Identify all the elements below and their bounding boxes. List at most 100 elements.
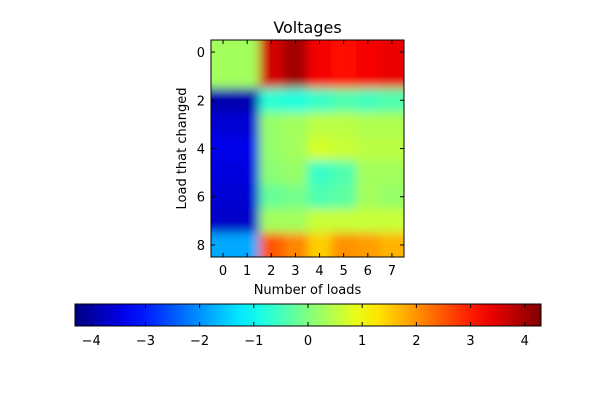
x-tick-label: 1 xyxy=(243,264,251,279)
heatmap-cell xyxy=(379,184,404,210)
heatmap-cell xyxy=(307,208,333,234)
heatmap-cell xyxy=(235,160,260,186)
heatmap-cell xyxy=(307,88,333,113)
heatmap-cell xyxy=(259,136,284,162)
y-tick-label: 0 xyxy=(197,46,205,61)
colorbar-tick-label: −3 xyxy=(136,334,155,349)
chart-title: Voltages xyxy=(273,18,341,37)
heatmap-cell xyxy=(235,136,260,162)
heatmap-cell xyxy=(235,208,260,234)
heatmap-cell xyxy=(283,232,309,257)
y-axis-label: Load that changed xyxy=(175,88,190,210)
colorbar-ticks: −4 −3 −2 −1 0 1 2 3 4 xyxy=(82,304,529,349)
heatmap-cell xyxy=(379,40,404,65)
heatmap-cell xyxy=(379,208,404,234)
heatmap-cell xyxy=(331,40,357,65)
heatmap-cell xyxy=(307,136,333,162)
heatmap-cell xyxy=(355,232,381,257)
heatmap-cell xyxy=(379,112,404,138)
heatmap-cell xyxy=(235,64,260,89)
y-tick-label: 2 xyxy=(197,94,205,109)
y-tick-label: 4 xyxy=(197,143,205,158)
heatmap-cell xyxy=(355,160,381,186)
heatmap-cell xyxy=(307,184,333,210)
heatmap-cell xyxy=(355,64,381,89)
heatmap-cell xyxy=(379,88,404,113)
heatmap-cell xyxy=(235,184,260,210)
heatmap-cell xyxy=(211,112,236,138)
heatmap-cell xyxy=(211,184,236,210)
colorbar-tick-label: 1 xyxy=(358,334,366,349)
heatmap-cell xyxy=(307,40,333,65)
heatmap-cell xyxy=(355,112,381,138)
colorbar-tick-label: 4 xyxy=(521,334,529,349)
heatmap-cell xyxy=(355,208,381,234)
heatmap-cell xyxy=(259,112,284,138)
x-tick-label: 2 xyxy=(267,264,275,279)
heatmap-cell xyxy=(283,40,309,65)
heatmap-cell xyxy=(235,232,260,257)
heatmap-cell xyxy=(355,40,381,65)
colorbar-tick-label: 0 xyxy=(304,334,312,349)
heatmap-cell xyxy=(307,64,333,89)
heatmap-cell xyxy=(283,208,309,234)
heatmap-cell xyxy=(259,64,284,89)
x-tick-label: 7 xyxy=(388,264,396,279)
heatmap-cell xyxy=(379,64,404,89)
heatmap-cell xyxy=(259,184,284,210)
colorbar-tick-label: 2 xyxy=(412,334,420,349)
heatmap-cell xyxy=(235,112,260,138)
heatmap-cell xyxy=(331,160,357,186)
heatmap-cell xyxy=(259,232,284,257)
heatmap-cell xyxy=(211,232,236,257)
x-tick-label: 0 xyxy=(219,264,227,279)
heatmap-cell xyxy=(307,232,333,257)
heatmap-cell xyxy=(235,40,260,65)
heatmap-cell xyxy=(307,160,333,186)
colorbar-tick-label: 3 xyxy=(466,334,474,349)
heatmap-cell xyxy=(211,136,236,162)
x-axis-label: Number of loads xyxy=(254,283,362,298)
heatmap-cell xyxy=(379,232,404,257)
heatmap-cell xyxy=(355,184,381,210)
x-tick-label: 4 xyxy=(315,264,323,279)
heatmap-cell xyxy=(331,184,357,210)
heatmap-cell xyxy=(283,112,309,138)
heatmap-cell xyxy=(379,160,404,186)
colorbar: −4 −3 −2 −1 0 1 2 3 4 xyxy=(74,303,542,349)
heatmap-cell xyxy=(331,64,357,89)
colorbar-tick-label: −1 xyxy=(244,334,263,349)
heatmap-cell xyxy=(211,160,236,186)
heatmap-cell xyxy=(283,184,309,210)
heatmap-cell xyxy=(355,88,381,113)
heatmap-cell xyxy=(379,136,404,162)
y-axis-ticks: 0 2 4 6 8 xyxy=(197,46,404,254)
heatmap-cell xyxy=(307,112,333,138)
y-tick-label: 8 xyxy=(197,239,205,254)
x-tick-label: 3 xyxy=(291,264,299,279)
y-tick-label: 6 xyxy=(197,191,205,206)
heatmap-cell xyxy=(355,136,381,162)
heatmap-cell xyxy=(331,136,357,162)
colorbar-tick-label: −4 xyxy=(82,334,101,349)
heatmap-cell xyxy=(211,208,236,234)
heatmap-plot-area xyxy=(211,40,404,257)
heatmap-cell xyxy=(331,88,357,113)
heatmap-cell xyxy=(259,88,284,113)
heatmap-cell xyxy=(259,160,284,186)
heatmap-cell xyxy=(259,40,284,65)
heatmap-cell xyxy=(283,64,309,89)
heatmap-cell xyxy=(211,88,236,113)
heatmap-cell xyxy=(331,112,357,138)
heatmap-cell xyxy=(331,208,357,234)
heatmap-cell xyxy=(331,232,357,257)
x-tick-label: 5 xyxy=(340,264,348,279)
heatmap-cell xyxy=(259,208,284,234)
heatmap-cell xyxy=(283,136,309,162)
heatmap-cell xyxy=(235,88,260,113)
heatmap-cell xyxy=(283,160,309,186)
x-tick-label: 6 xyxy=(364,264,372,279)
heatmap-cell xyxy=(211,64,236,89)
heatmap-cell xyxy=(211,40,236,65)
